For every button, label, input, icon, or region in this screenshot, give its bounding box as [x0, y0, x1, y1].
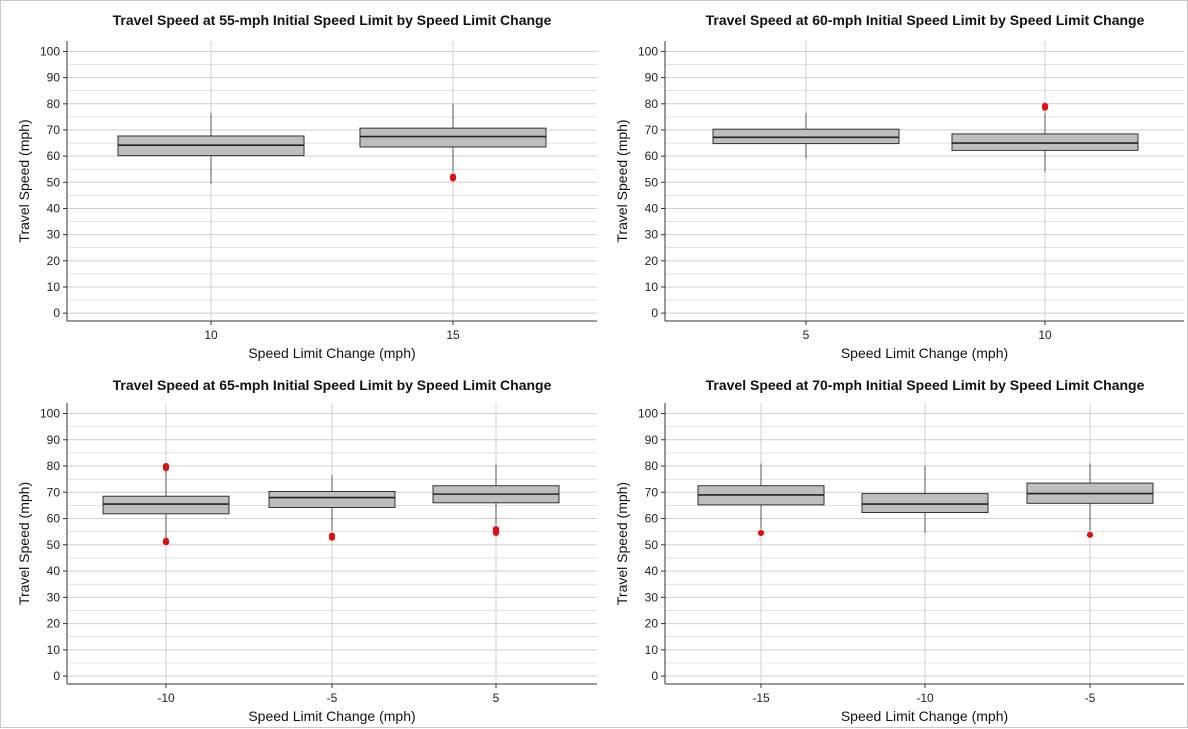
- y-tick-label: 30: [47, 590, 61, 604]
- box--5: [268, 475, 396, 541]
- y-tick-label: 0: [53, 669, 60, 683]
- y-tick-label: 70: [47, 123, 61, 137]
- y-tick-label: 50: [47, 538, 61, 552]
- y-tick-label: 70: [47, 485, 61, 499]
- y-tick-label: 20: [645, 617, 659, 631]
- y-axis-label: Travel Speed (mph): [614, 119, 630, 242]
- y-tick-label: 10: [47, 280, 61, 294]
- y-tick-label: 90: [645, 433, 659, 447]
- x-axis-label: Speed Limit Change (mph): [248, 345, 415, 361]
- y-tick-label: 50: [47, 175, 61, 189]
- y-tick-label: 50: [645, 538, 659, 552]
- panel-2: 0 10 20 30 40 50 60 70 80 90 100 5 10 Travel Speed at…: [614, 12, 1184, 361]
- x-tick-label: 10: [204, 328, 218, 342]
- y-tick-label: 50: [645, 175, 659, 189]
- y-tick-label: 0: [651, 669, 658, 683]
- chart-title: Travel Speed at 65-mph Initial Speed Lim…: [113, 377, 552, 393]
- x-tick-label: 5: [803, 328, 810, 342]
- x-tick-label: -15: [752, 691, 770, 705]
- box-iqr: [102, 495, 230, 515]
- y-tick-label: 10: [645, 643, 659, 657]
- box--10: [861, 466, 989, 533]
- x-axis-label: Speed Limit Change (mph): [841, 345, 1008, 361]
- y-tick-label: 70: [645, 123, 659, 137]
- outlier-point: [757, 529, 765, 537]
- outlier-point: [492, 525, 500, 533]
- y-axis-label: Travel Speed (mph): [16, 119, 32, 242]
- y-tick-label: 90: [645, 71, 659, 85]
- x-tick-label: -10: [916, 691, 934, 705]
- y-tick-label: 80: [47, 459, 61, 473]
- y-tick-label: 0: [53, 306, 60, 320]
- x-tick-label: 10: [1038, 328, 1052, 342]
- outlier-point: [449, 173, 457, 180]
- y-tick-label: 90: [47, 433, 61, 447]
- y-tick-label: 60: [645, 149, 659, 163]
- box--15: [697, 463, 825, 537]
- y-tick-label: 40: [47, 564, 61, 578]
- chart-title: Travel Speed at 55-mph Initial Speed Lim…: [113, 12, 552, 28]
- y-tick-label: 80: [645, 97, 659, 111]
- y-tick-label: 60: [645, 512, 659, 526]
- y-axis-label: Travel Speed (mph): [16, 482, 32, 605]
- box-5: [432, 464, 560, 537]
- outlier-point: [162, 537, 170, 544]
- y-tick-label: 30: [645, 590, 659, 604]
- chart-title: Travel Speed at 60-mph Initial Speed Lim…: [706, 12, 1145, 28]
- x-tick-label: -5: [1085, 691, 1096, 705]
- outlier-point: [1086, 531, 1094, 538]
- chart-title: Travel Speed at 70-mph Initial Speed Lim…: [706, 377, 1145, 393]
- outlier-point: [328, 532, 336, 539]
- y-tick-label: 30: [645, 228, 659, 242]
- y-tick-label: 60: [47, 512, 61, 526]
- box-iqr: [359, 127, 547, 148]
- outlier-point: [162, 462, 170, 470]
- y-tick-label: 40: [645, 564, 659, 578]
- x-tick-label: -5: [327, 691, 338, 705]
- y-tick-label: 100: [40, 44, 60, 58]
- y-tick-label: 20: [645, 254, 659, 268]
- y-tick-label: 40: [47, 201, 61, 215]
- x-axis-label: Speed Limit Change (mph): [841, 708, 1008, 724]
- x-axis-label: Speed Limit Change (mph): [248, 708, 415, 724]
- y-tick-label: 100: [638, 44, 658, 58]
- box-iqr: [861, 493, 989, 514]
- outlier-point: [1041, 102, 1049, 109]
- box-10: [951, 102, 1139, 172]
- y-tick-label: 60: [47, 149, 61, 163]
- y-axis-label: Travel Speed (mph): [614, 482, 630, 605]
- panel-3: 0 10 20 30 40 50 60 70 80 90 100 -10 -5 5 Travel Speed…: [16, 377, 597, 724]
- y-tick-label: 70: [645, 485, 659, 499]
- y-tick-label: 90: [47, 71, 61, 85]
- panel-4: 0 10 20 30 40 50 60 70 80 90 100 -15 -10 -5 Travel Spe…: [614, 377, 1184, 724]
- box-10: [117, 112, 305, 184]
- y-tick-label: 100: [40, 407, 60, 421]
- y-tick-label: 20: [47, 617, 61, 631]
- y-tick-label: 80: [645, 459, 659, 473]
- y-tick-label: 100: [638, 407, 658, 421]
- box--10: [102, 462, 230, 546]
- box-iqr: [268, 491, 396, 509]
- y-tick-label: 40: [645, 201, 659, 215]
- y-tick-label: 10: [645, 280, 659, 294]
- y-tick-label: 10: [47, 643, 61, 657]
- x-tick-label: 5: [493, 691, 500, 705]
- x-tick-label: -10: [157, 691, 175, 705]
- box-15: [359, 103, 547, 182]
- box--5: [1026, 463, 1154, 538]
- y-tick-label: 0: [651, 306, 658, 320]
- box-5: [712, 112, 900, 159]
- box-iqr: [712, 128, 900, 145]
- y-tick-label: 80: [47, 97, 61, 111]
- x-tick-label: 15: [446, 328, 460, 342]
- panel-1: 0 10 20 30 40 50 60 70 80 90 100 10 15 Travel Speed a…: [16, 12, 597, 361]
- box-iqr: [951, 133, 1139, 151]
- y-tick-label: 30: [47, 228, 61, 242]
- y-tick-label: 20: [47, 254, 61, 268]
